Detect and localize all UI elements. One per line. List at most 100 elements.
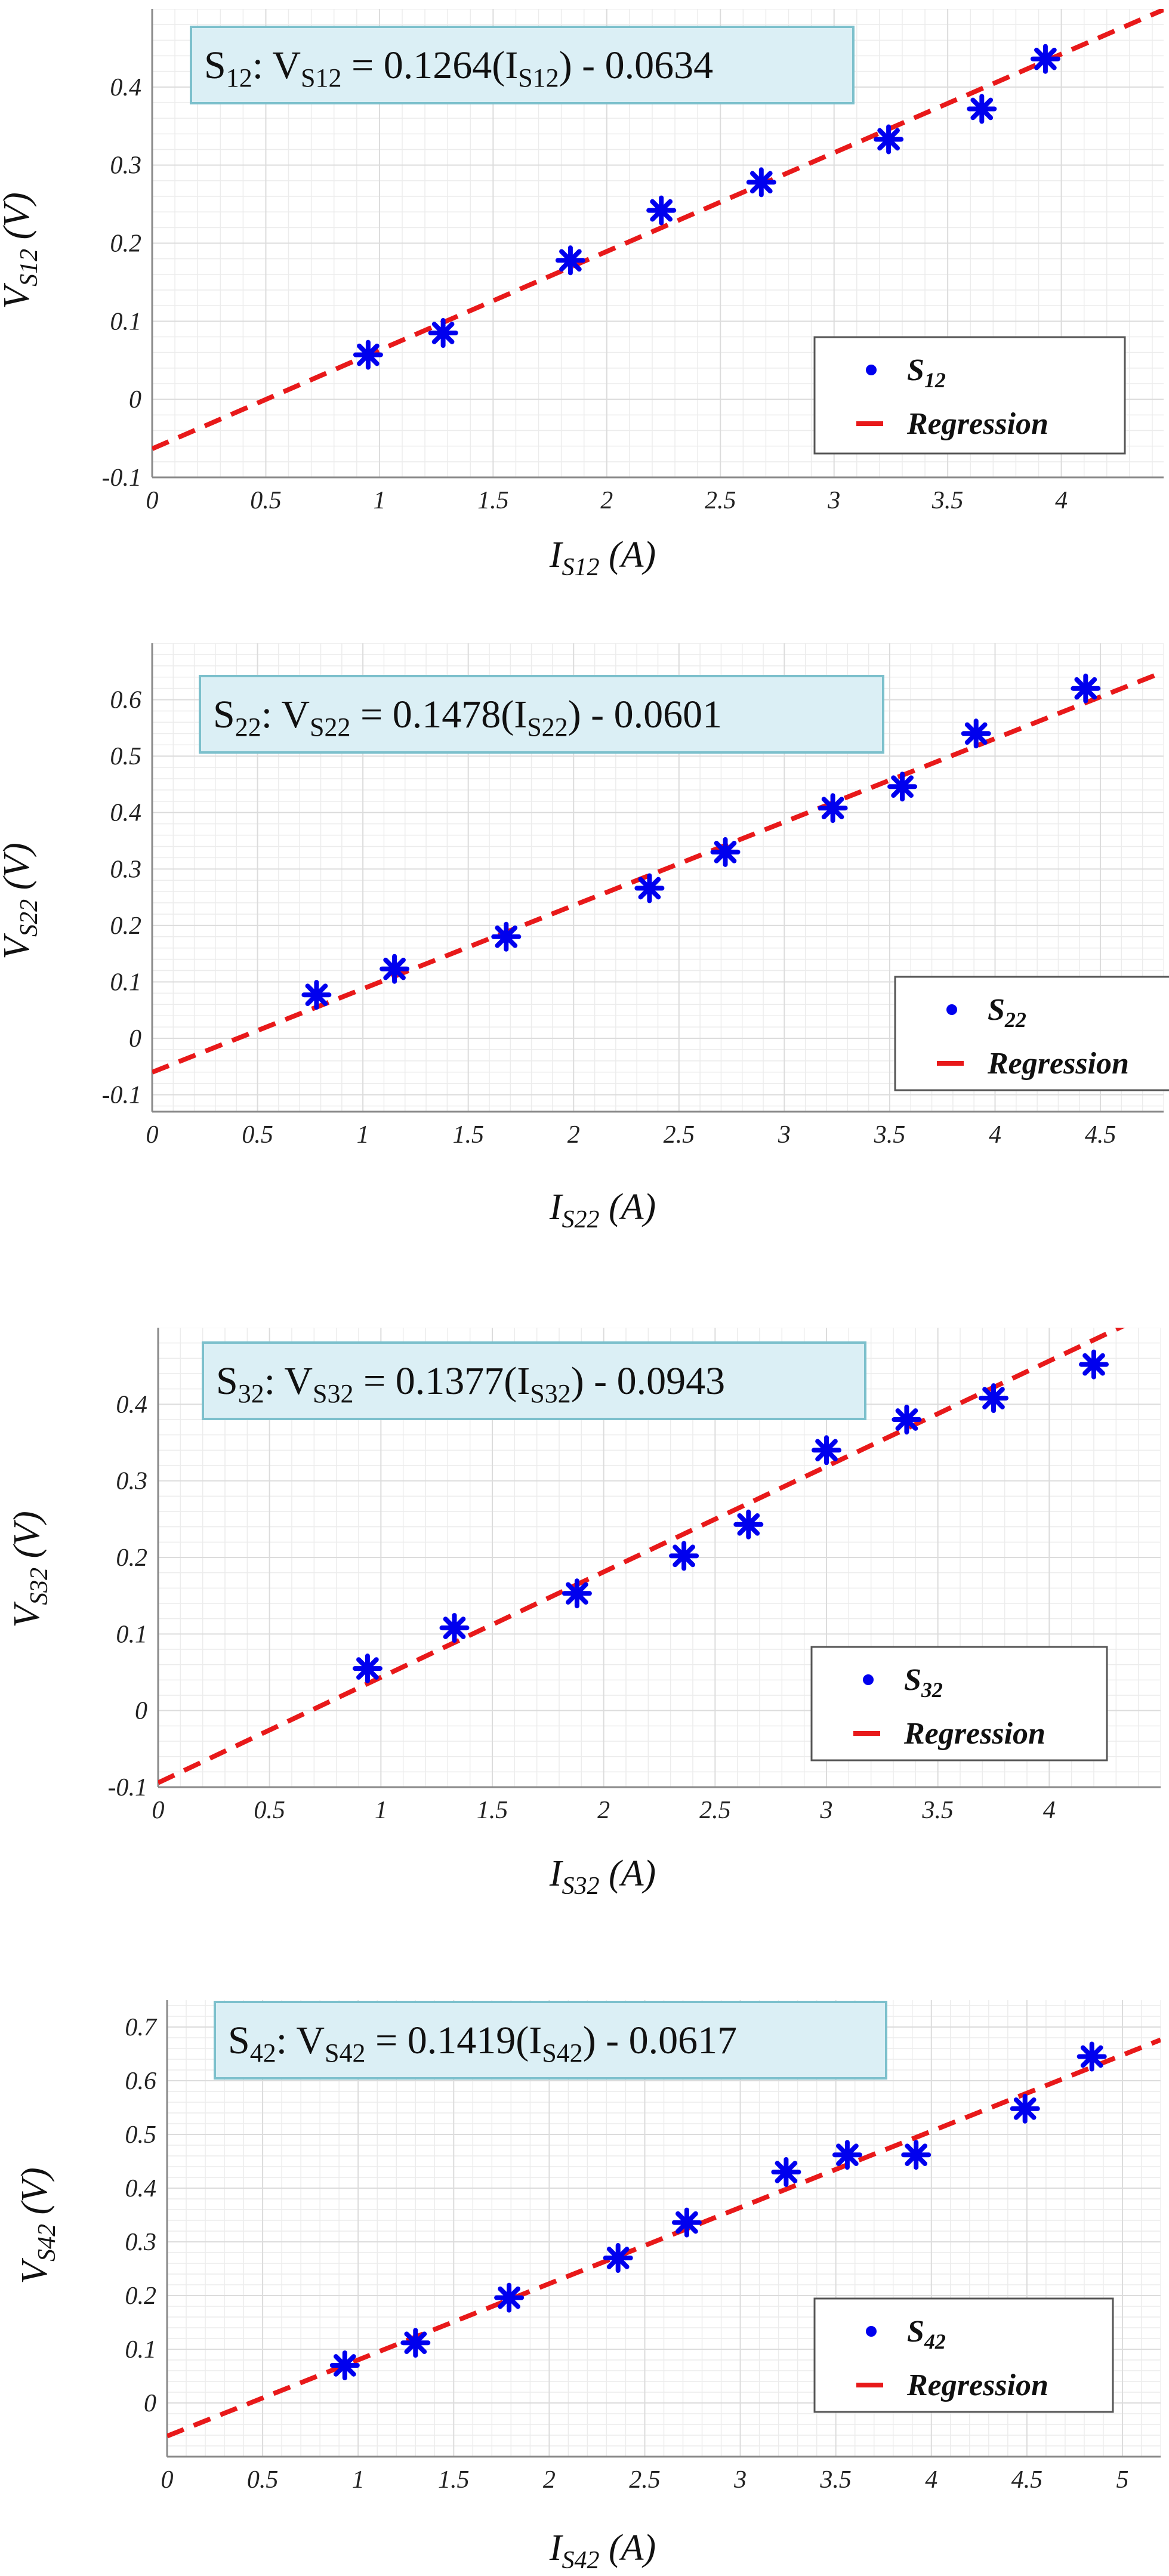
legend-point-label: S22 [988,993,1026,1032]
x-tick-label: 3.5 [932,487,964,514]
y-tick-label: 0.2 [125,2282,157,2310]
x-tick-label: 1 [357,1121,369,1149]
data-point [746,167,776,198]
y-tick-label: 0.1 [110,308,142,335]
data-point [439,1613,470,1643]
legend-box [813,336,1126,455]
x-tick-label: 0.5 [250,487,282,514]
legend-regression-label: Regression [987,1047,1129,1081]
regression-line [152,9,1164,451]
equation-text: S22: VS22 = 0.1478(IS22) - 0.0601 [213,693,722,742]
legend: S12 Regression [813,336,1126,455]
x-axis-label: IS42 (A) [549,2528,656,2574]
y-tick-label: 0.2 [110,912,142,940]
data-point [301,980,332,1010]
y-tick-label: 0 [129,1025,141,1053]
equation-box [214,2001,887,2080]
y-tick-label: 0.5 [125,2121,157,2149]
data-point [832,2140,862,2170]
data-point [1071,673,1101,704]
legend-point-label: S42 [907,2315,946,2353]
x-tick-label: 3.5 [819,2466,852,2494]
data-point [771,2157,801,2187]
equation-box [202,1341,866,1420]
y-tick-label: 0.5 [110,743,142,770]
y-tick-label: 0.1 [116,1621,148,1648]
x-tick-label: 4.5 [1085,1121,1116,1149]
x-tick-label: 0 [161,2466,174,2494]
x-tick-label: 1 [352,2466,365,2494]
y-tick-label: 0 [129,386,141,414]
y-tick-label: 0.1 [110,968,142,996]
data-point [901,2140,932,2170]
x-tick-label: 0 [146,1121,159,1149]
data-point [1079,1349,1109,1380]
x-tick-label: 1 [375,1797,387,1824]
x-tick-label: 2 [597,1797,610,1824]
y-tick-label: 0 [135,1698,147,1725]
y-axis-label: VS42 (V) [14,2167,61,2284]
x-tick-label: 2 [600,487,613,514]
y-tick-label: 0.4 [110,800,142,827]
legend-box [810,1646,1108,1761]
legend: S22 Regression [894,976,1169,1091]
data-point [1077,2041,1107,2072]
x-tick-label: 2.5 [699,1797,731,1824]
data-point [400,2328,431,2358]
data-point [329,2350,360,2380]
regression-line [167,2037,1161,2439]
data-point [961,718,991,749]
x-tick-label: 5 [1116,2466,1128,2494]
x-tick-label: 2.5 [705,487,736,514]
x-tick-label: 3 [733,2466,747,2494]
legend-regression-label: Regression [906,407,1048,441]
x-axis-label: IS32 (A) [549,1853,656,1900]
x-tick-label: 3.5 [874,1121,906,1149]
x-tick-label: 4.5 [1011,2466,1043,2494]
x-tick-label: 2.5 [664,1121,695,1149]
legend-point-marker [946,1004,957,1015]
data-point [646,195,677,226]
x-tick-label: 1.5 [452,1121,484,1149]
x-tick-label: 1.5 [438,2466,470,2494]
legend-point-label: S32 [904,1663,943,1702]
data-point [491,921,522,952]
legend-box [813,2297,1114,2413]
data-point [353,340,383,370]
x-tick-label: 2 [543,2466,556,2494]
data-point [874,124,904,155]
y-axis-label: VS22 (V) [0,843,43,960]
data-point [428,318,458,348]
x-tick-label: 0.5 [242,1121,273,1149]
x-tick-label: 4 [925,2466,937,2494]
y-tick-label: 0.3 [110,152,142,180]
data-point [562,1578,592,1609]
y-tick-label: -0.1 [102,464,142,492]
y-tick-label: 0.6 [125,2068,157,2095]
x-tick-label: 3.5 [921,1797,954,1824]
x-tick-label: 2.5 [629,2466,661,2494]
data-point [671,2207,702,2238]
data-point [603,2243,633,2273]
data-point [979,1383,1008,1414]
y-tick-label: 0.2 [116,1544,148,1572]
data-point [710,837,741,867]
data-point [669,1541,699,1571]
data-point [887,772,918,802]
data-point [812,1435,841,1466]
equation-text: S42: VS42 = 0.1419(IS42) - 0.0617 [228,2019,737,2068]
y-tick-label: -0.1 [108,1774,148,1801]
x-tick-label: 1 [373,487,385,514]
y-axis-label: VS32 (V) [7,1511,53,1628]
data-point [352,1653,383,1684]
x-tick-label: 1.5 [477,1797,508,1824]
x-tick-label: 2 [567,1121,580,1149]
data-point [1030,44,1060,74]
legend-point-marker [866,2326,877,2337]
legend-box [894,976,1169,1091]
legend: S42 Regression [813,2297,1114,2413]
legend-point-marker [866,365,877,375]
y-tick-label: 0.6 [110,687,142,714]
